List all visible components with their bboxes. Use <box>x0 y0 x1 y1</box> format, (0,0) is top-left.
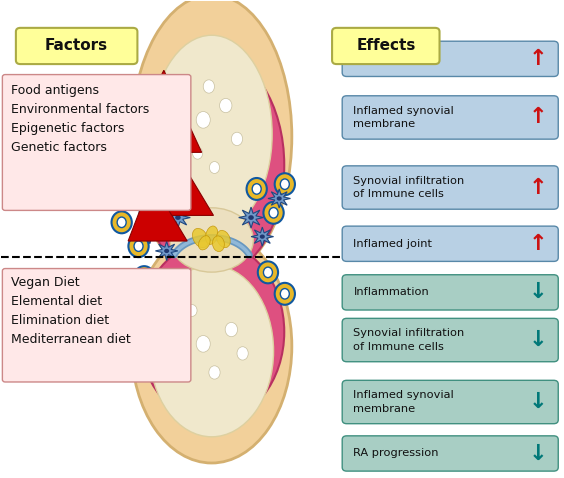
Text: ↑: ↑ <box>528 108 547 128</box>
Ellipse shape <box>162 187 182 209</box>
Ellipse shape <box>219 98 232 113</box>
Ellipse shape <box>119 196 124 201</box>
FancyBboxPatch shape <box>342 226 558 261</box>
Ellipse shape <box>252 184 261 194</box>
Ellipse shape <box>129 179 138 189</box>
Ellipse shape <box>196 336 210 352</box>
Polygon shape <box>166 207 190 228</box>
Ellipse shape <box>131 0 292 278</box>
Ellipse shape <box>112 211 132 233</box>
FancyBboxPatch shape <box>16 28 138 64</box>
Ellipse shape <box>117 217 126 228</box>
FancyBboxPatch shape <box>342 275 558 310</box>
Ellipse shape <box>140 202 160 224</box>
Ellipse shape <box>192 228 208 248</box>
Polygon shape <box>251 227 274 246</box>
Ellipse shape <box>129 235 149 257</box>
Ellipse shape <box>139 241 284 423</box>
Polygon shape <box>111 189 133 208</box>
Ellipse shape <box>260 235 265 239</box>
Text: ↑: ↑ <box>528 49 547 69</box>
Ellipse shape <box>205 226 218 244</box>
Ellipse shape <box>203 80 214 93</box>
Text: RA progression: RA progression <box>354 448 439 458</box>
Polygon shape <box>239 207 263 228</box>
Ellipse shape <box>150 265 274 437</box>
Ellipse shape <box>248 215 254 220</box>
Polygon shape <box>118 120 187 241</box>
Text: Synovial infiltration
of Immune cells: Synovial infiltration of Immune cells <box>354 328 465 352</box>
Ellipse shape <box>131 229 292 463</box>
FancyBboxPatch shape <box>342 380 558 424</box>
Text: Inflammation: Inflammation <box>354 287 429 297</box>
Ellipse shape <box>146 163 166 185</box>
Ellipse shape <box>123 173 143 195</box>
Ellipse shape <box>139 53 284 277</box>
Ellipse shape <box>275 283 295 305</box>
Ellipse shape <box>151 35 272 233</box>
Text: RA progression: RA progression <box>354 54 439 64</box>
Ellipse shape <box>129 322 138 332</box>
Ellipse shape <box>112 283 132 305</box>
Ellipse shape <box>269 207 278 218</box>
FancyBboxPatch shape <box>342 96 558 139</box>
Ellipse shape <box>117 289 126 299</box>
Ellipse shape <box>280 289 289 299</box>
Ellipse shape <box>199 236 210 250</box>
FancyBboxPatch shape <box>2 269 191 382</box>
Ellipse shape <box>213 236 224 251</box>
Text: Inflamed synovial
membrane: Inflamed synovial membrane <box>354 106 454 129</box>
Ellipse shape <box>175 215 180 220</box>
Text: Vegan Diet
Elemental diet
Elimination diet
Mediterranean diet: Vegan Diet Elemental diet Elimination di… <box>11 276 131 346</box>
Ellipse shape <box>277 196 282 201</box>
Ellipse shape <box>217 230 230 248</box>
Ellipse shape <box>263 267 272 278</box>
FancyBboxPatch shape <box>2 75 191 210</box>
Ellipse shape <box>258 261 278 283</box>
Polygon shape <box>268 189 290 208</box>
Polygon shape <box>131 70 213 216</box>
Text: Food antigens
Environmental factors
Epigenetic factors
Genetic factors: Food antigens Environmental factors Epig… <box>11 84 149 154</box>
Ellipse shape <box>168 193 177 204</box>
Ellipse shape <box>140 272 149 282</box>
Text: Effects: Effects <box>356 38 416 54</box>
Text: Inflamed synovial
membrane: Inflamed synovial membrane <box>354 391 454 413</box>
Text: Synovial infiltration
of Immune cells: Synovial infiltration of Immune cells <box>354 176 465 199</box>
Ellipse shape <box>164 249 169 253</box>
FancyBboxPatch shape <box>342 166 558 209</box>
Ellipse shape <box>231 132 243 146</box>
Ellipse shape <box>275 173 295 195</box>
FancyBboxPatch shape <box>342 318 558 362</box>
Ellipse shape <box>280 179 289 189</box>
Polygon shape <box>156 241 178 261</box>
Ellipse shape <box>146 207 155 218</box>
Text: ↓: ↓ <box>528 282 547 303</box>
Ellipse shape <box>209 366 220 379</box>
Ellipse shape <box>170 208 253 272</box>
Text: Factors: Factors <box>45 38 108 54</box>
Ellipse shape <box>151 169 160 180</box>
FancyBboxPatch shape <box>342 436 558 471</box>
Ellipse shape <box>209 162 219 174</box>
Ellipse shape <box>134 266 155 288</box>
FancyBboxPatch shape <box>332 28 439 64</box>
Text: Inflamed joint: Inflamed joint <box>354 239 433 249</box>
Ellipse shape <box>147 229 153 235</box>
Ellipse shape <box>192 147 202 159</box>
Ellipse shape <box>246 178 267 200</box>
Ellipse shape <box>225 322 237 337</box>
Ellipse shape <box>196 111 210 128</box>
Text: ↑: ↑ <box>528 234 547 254</box>
Text: ↓: ↓ <box>528 330 547 350</box>
FancyBboxPatch shape <box>342 41 558 76</box>
Ellipse shape <box>237 347 248 360</box>
Polygon shape <box>136 220 164 244</box>
Ellipse shape <box>134 241 143 251</box>
Ellipse shape <box>187 304 197 316</box>
Ellipse shape <box>263 202 284 224</box>
Text: ↓: ↓ <box>528 392 547 412</box>
Text: ↑: ↑ <box>528 177 547 197</box>
Text: ↓: ↓ <box>528 444 547 464</box>
Ellipse shape <box>123 316 143 338</box>
